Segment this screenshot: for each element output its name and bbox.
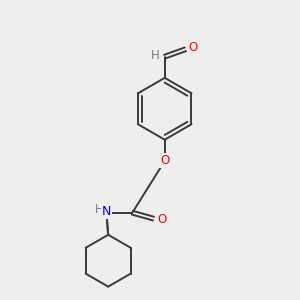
Text: O: O	[189, 41, 198, 54]
Text: O: O	[160, 154, 169, 167]
Text: N: N	[102, 205, 111, 218]
Text: O: O	[157, 213, 167, 226]
Text: H: H	[94, 203, 103, 216]
Text: H: H	[151, 49, 160, 62]
